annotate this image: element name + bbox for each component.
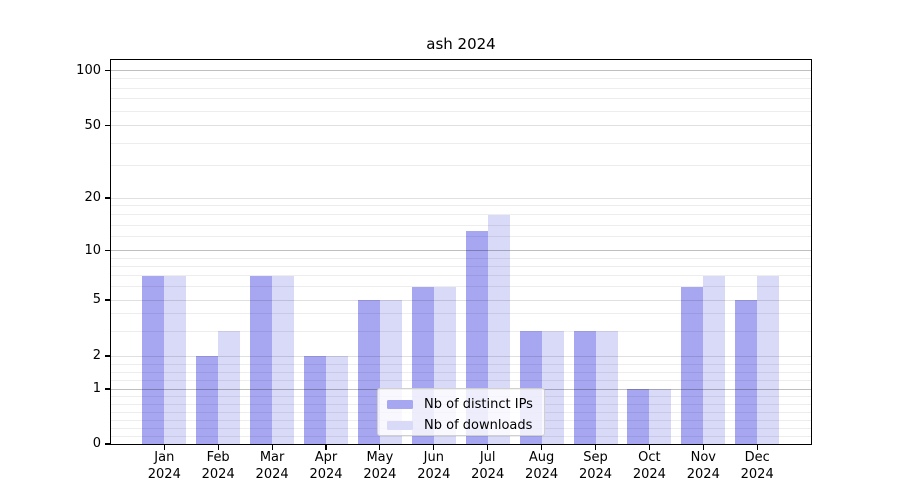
y-tick-label-10: 10 bbox=[84, 242, 101, 258]
legend-item-distinct-ips: Nb of distinct IPs bbox=[387, 396, 535, 413]
x-tick-label-jan: Jan 2024 bbox=[147, 450, 181, 482]
bar-dec-downloads bbox=[757, 275, 780, 444]
x-tick-mark bbox=[379, 445, 381, 450]
x-tick-mark bbox=[217, 445, 219, 450]
x-tick-mark bbox=[756, 445, 758, 450]
y-tick-mark bbox=[105, 124, 111, 127]
y-tick-mark bbox=[105, 443, 111, 445]
x-tick-label-jul: Jul 2024 bbox=[471, 450, 505, 482]
bar-mar-downloads bbox=[272, 275, 295, 444]
bar-feb-downloads bbox=[218, 331, 241, 444]
x-tick-label-dec: Dec 2024 bbox=[740, 450, 774, 482]
bar-oct-ips bbox=[627, 389, 650, 444]
legend-swatch-distinct-ips bbox=[387, 400, 413, 409]
x-tick-mark bbox=[163, 445, 165, 450]
x-tick-mark bbox=[433, 445, 435, 450]
bar-apr-ips bbox=[304, 356, 326, 444]
y-tick-mark bbox=[105, 197, 111, 199]
bar-sep-ips bbox=[573, 331, 596, 444]
bar-jul-downloads bbox=[487, 214, 510, 444]
bar-nov-ips bbox=[681, 286, 704, 444]
bar-may-ips bbox=[357, 300, 380, 444]
bar-jan-downloads bbox=[164, 275, 187, 444]
y-tick-label-0: 0 bbox=[92, 436, 101, 451]
x-tick-label-feb: Feb 2024 bbox=[201, 450, 235, 482]
legend-label-downloads: Nb of downloads bbox=[424, 418, 533, 433]
x-tick-mark bbox=[541, 445, 543, 450]
y-tick-mark bbox=[105, 69, 111, 72]
bar-dec-ips bbox=[735, 300, 758, 444]
y-tick-mark bbox=[105, 355, 111, 357]
legend-swatch-downloads bbox=[387, 421, 413, 430]
y-tick-label-50: 50 bbox=[84, 117, 101, 133]
y-tick-label-5: 5 bbox=[92, 292, 101, 307]
bar-apr-downloads bbox=[326, 356, 348, 444]
legend-item-downloads: Nb of downloads bbox=[387, 417, 535, 434]
x-tick-label-jun: Jun 2024 bbox=[417, 450, 451, 482]
bar-sep-downloads bbox=[595, 331, 618, 444]
chart-title: ash 2024 bbox=[426, 35, 496, 53]
bar-oct-downloads bbox=[649, 389, 672, 444]
y-tick-label-2: 2 bbox=[92, 348, 101, 363]
bar-mar-ips bbox=[250, 275, 273, 444]
x-tick-label-aug: Aug 2024 bbox=[525, 450, 559, 482]
x-tick-mark bbox=[325, 445, 327, 450]
x-tick-mark bbox=[271, 445, 273, 450]
x-tick-mark bbox=[487, 445, 489, 450]
bar-jan-ips bbox=[142, 275, 165, 444]
x-tick-mark bbox=[702, 445, 704, 450]
bar-aug-downloads bbox=[541, 331, 564, 444]
legend: Nb of distinct IPs Nb of downloads bbox=[377, 388, 545, 436]
y-tick-label-100: 100 bbox=[76, 62, 101, 78]
y-tick-mark bbox=[105, 249, 111, 252]
bars-layer bbox=[111, 60, 811, 444]
x-tick-label-sep: Sep 2024 bbox=[578, 450, 613, 482]
legend-label-distinct-ips: Nb of distinct IPs bbox=[424, 397, 533, 412]
y-tick-mark bbox=[105, 388, 111, 390]
y-tick-label-20: 20 bbox=[84, 190, 101, 205]
x-tick-label-oct: Oct 2024 bbox=[632, 450, 666, 482]
bar-feb-ips bbox=[196, 356, 219, 444]
x-tick-label-may: May 2024 bbox=[363, 450, 397, 482]
x-tick-mark bbox=[648, 445, 650, 450]
x-tick-mark bbox=[594, 445, 597, 450]
x-tick-label-mar: Mar 2024 bbox=[255, 450, 289, 482]
x-tick-label-apr: Apr 2024 bbox=[309, 450, 343, 482]
plot-area: Nb of distinct IPs Nb of downloads bbox=[110, 59, 812, 445]
bar-nov-downloads bbox=[703, 275, 726, 444]
y-tick-mark bbox=[105, 299, 111, 301]
x-tick-label-nov: Nov 2024 bbox=[686, 450, 720, 482]
y-tick-label-1: 1 bbox=[92, 381, 101, 396]
